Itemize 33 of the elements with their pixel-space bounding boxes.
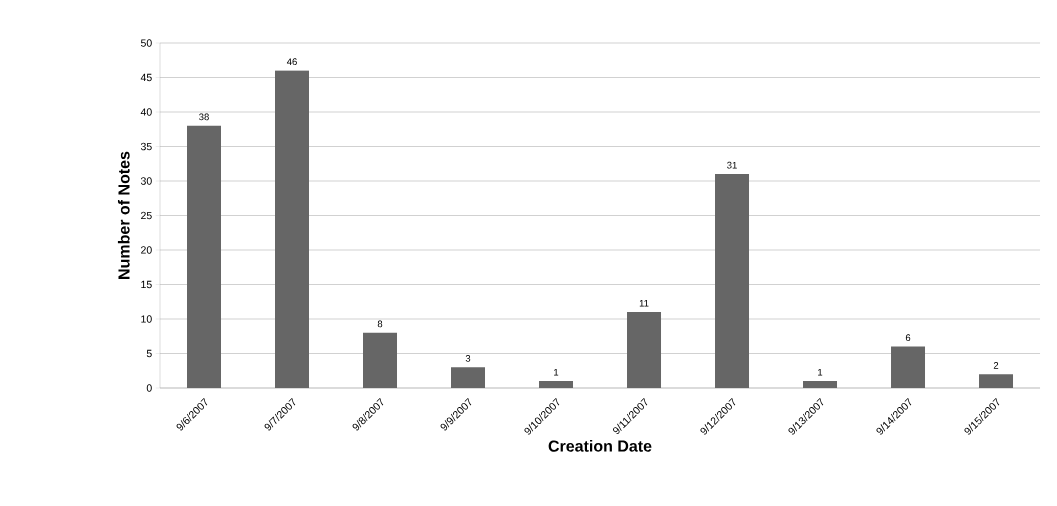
- y-tick-label: 0: [146, 384, 152, 392]
- y-tick-label: 25: [141, 211, 152, 220]
- data-label: 1: [818, 369, 823, 376]
- bar: [891, 346, 926, 388]
- bar: [451, 367, 486, 388]
- data-label: 6: [905, 334, 911, 342]
- y-tick-label: 40: [140, 108, 152, 116]
- data-label: 11: [639, 300, 649, 307]
- bar: [275, 70, 310, 388]
- y-tick-label: 10: [141, 315, 152, 323]
- y-axis-title: Number of Notes: [117, 151, 130, 279]
- x-axis-title: Creation Date: [548, 440, 652, 452]
- y-tick-label: 20: [141, 246, 152, 254]
- y-tick-label: 50: [140, 39, 152, 47]
- data-label: 38: [199, 113, 209, 121]
- data-label: 8: [377, 320, 383, 328]
- bar: [979, 374, 1014, 388]
- y-tick-label: 5: [146, 349, 152, 358]
- bar: [803, 381, 838, 388]
- bar: [363, 332, 398, 388]
- data-label: 1: [554, 369, 559, 376]
- y-tick-label: 15: [141, 280, 152, 289]
- data-label: 3: [465, 355, 471, 362]
- bar: [539, 381, 574, 388]
- bar: [187, 125, 221, 388]
- data-label: 46: [286, 58, 297, 66]
- bar: [715, 174, 750, 388]
- y-tick-label: 35: [140, 142, 152, 151]
- data-label: 31: [727, 161, 737, 169]
- bar: [627, 312, 662, 388]
- y-tick-label: 45: [140, 73, 152, 82]
- y-tick-label: 30: [140, 177, 152, 185]
- data-label: 2: [993, 362, 999, 369]
